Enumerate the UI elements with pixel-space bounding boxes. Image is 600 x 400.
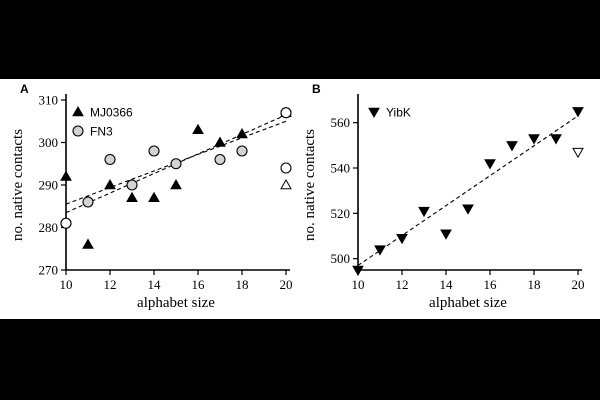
mj0366-point — [126, 191, 138, 202]
mj0366-legend-marker — [72, 105, 84, 117]
x-tick-label: 14 — [148, 277, 162, 292]
yibk-point — [396, 234, 408, 245]
y-tick-label: 540 — [331, 161, 351, 176]
y-tick-label: 300 — [39, 135, 59, 150]
figure-panel: 10 12 14 16 18 20 270 280 290 300 310 alphabet size… — [0, 79, 600, 319]
yibk-point — [374, 245, 386, 256]
yibk-legend-marker — [368, 107, 380, 119]
yibk-point — [550, 134, 562, 145]
fn3-point — [104, 153, 116, 166]
y-axis-label: no. native contacts — [10, 129, 26, 241]
mj0366-point — [170, 178, 182, 190]
mj0366-point — [60, 170, 72, 181]
fn3-point — [148, 145, 160, 157]
y-tick-label: 270 — [39, 263, 59, 278]
legend-label: FN3 — [90, 125, 113, 139]
mj0366-point — [192, 123, 204, 134]
x-axis-label: alphabet size — [429, 295, 507, 311]
yibk-point — [352, 265, 364, 277]
y-tick-label: 560 — [331, 115, 351, 130]
x-tick-label: 20 — [572, 277, 585, 292]
mj0366-point — [82, 238, 94, 249]
mj0366-open-point — [280, 178, 292, 190]
mj0366-point — [148, 191, 160, 202]
mj0366-point — [236, 127, 248, 139]
x-tick-label: 18 — [528, 277, 541, 292]
fn3-point — [214, 153, 226, 166]
fn3-open-point — [280, 162, 292, 174]
x-tick-label: 10 — [352, 277, 365, 292]
fn3-open-point — [60, 217, 72, 229]
yibk-point — [440, 229, 452, 240]
x-tick-label: 18 — [236, 277, 249, 292]
fn3-point — [82, 196, 94, 208]
y-tick-label: 310 — [39, 93, 59, 108]
chart-figure: 10 12 14 16 18 20 270 280 290 300 310 alphabet size… — [10, 82, 585, 311]
fit-line — [357, 115, 579, 266]
mj0366-point — [214, 136, 226, 147]
x-tick-label: 16 — [192, 277, 206, 292]
fn3-open-point — [280, 107, 292, 119]
yibk-point — [572, 107, 584, 118]
panel-label: B — [312, 82, 321, 96]
y-tick-label: 520 — [331, 206, 351, 221]
x-tick-label: 10 — [60, 277, 73, 292]
yibk-point — [506, 141, 518, 152]
fn3-point — [236, 145, 248, 157]
x-tick-label: 12 — [104, 277, 117, 292]
x-tick-label: 16 — [484, 277, 498, 292]
fn3-point — [126, 179, 138, 191]
fn3-legend-marker — [72, 125, 84, 137]
yibk-point — [484, 159, 496, 170]
x-tick-label: 12 — [396, 277, 409, 292]
yibk-open-point — [572, 147, 584, 159]
fn3-point — [170, 158, 182, 170]
yibk-point — [528, 134, 540, 145]
yibk-point — [462, 204, 474, 215]
x-axis-label: alphabet size — [137, 295, 215, 311]
y-tick-label: 280 — [39, 220, 59, 235]
yibk-point — [418, 206, 430, 218]
mj0366-point — [104, 178, 116, 190]
x-tick-label: 20 — [280, 277, 293, 292]
legend-label: MJ0366 — [90, 106, 133, 120]
y-axis-label: no. native contacts — [302, 129, 318, 241]
x-tick-label: 14 — [440, 277, 454, 292]
y-tick-label: 500 — [331, 251, 351, 266]
panel-label: A — [20, 82, 29, 96]
y-tick-label: 290 — [39, 178, 59, 193]
legend-label: YibK — [386, 106, 411, 120]
